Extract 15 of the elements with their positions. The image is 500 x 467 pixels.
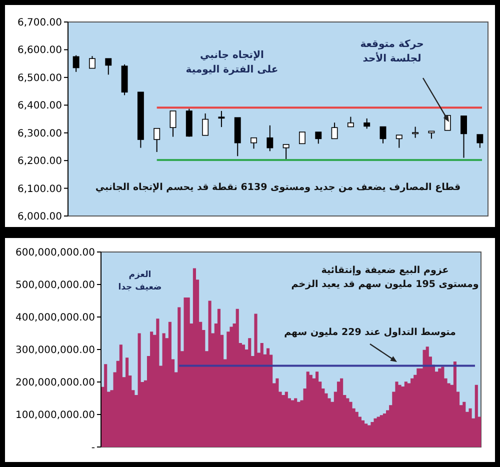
y-tick-label: 6,100.00 [17, 184, 62, 195]
y-tick-label: 400,000,000.00 [15, 312, 95, 324]
y-tick-label: 6,700.00 [17, 18, 62, 28]
y-tick-label: 600,000,000.00 [15, 248, 95, 258]
y-tick-label: 500,000,000.00 [15, 280, 95, 291]
y-tick-label: 6,500.00 [17, 72, 62, 84]
y-tick-label: 300,000,000.00 [15, 345, 95, 356]
y-tick-label: 100,000,000.00 [15, 410, 95, 421]
y-tick-label: 6,600.00 [17, 45, 62, 56]
y-tick-label: 6,300.00 [17, 128, 62, 140]
y-tick-label: 6,000.00 [17, 212, 62, 222]
y-tick-label: 200,000,000.00 [15, 378, 95, 388]
y-tick-label: - [91, 442, 96, 454]
y-tick-label: 6,200.00 [17, 156, 62, 168]
y-tick-label: 6,400.00 [17, 100, 62, 112]
